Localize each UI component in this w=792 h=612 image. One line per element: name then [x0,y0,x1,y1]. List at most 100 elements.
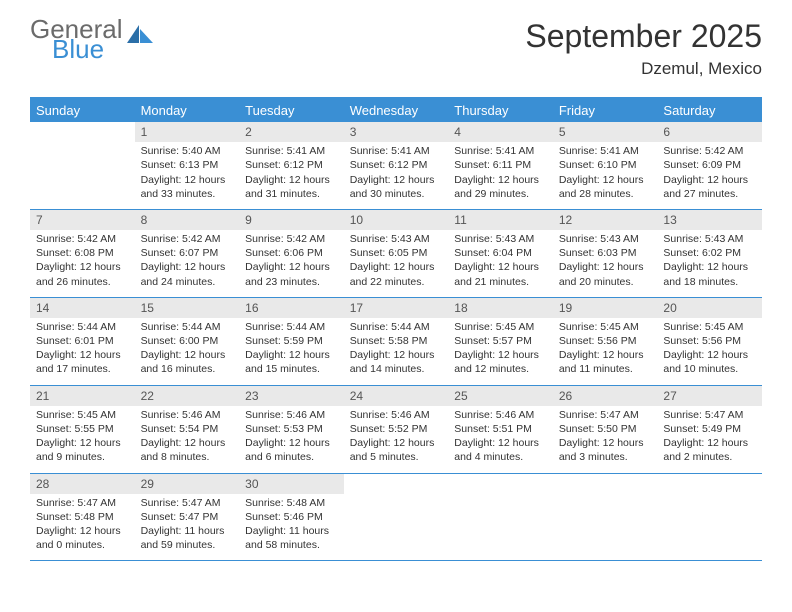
sunrise-line: Sunrise: 5:47 AM [36,496,129,510]
day-number: 16 [239,298,344,318]
sunrise-line: Sunrise: 5:47 AM [141,496,234,510]
day-number: 18 [448,298,553,318]
calendar-cell: 26Sunrise: 5:47 AMSunset: 5:50 PMDayligh… [553,386,658,473]
sunrise-line: Sunrise: 5:43 AM [350,232,443,246]
day-number: 3 [344,122,449,142]
sunset-line: Sunset: 6:08 PM [36,246,129,260]
cell-body: Sunrise: 5:43 AMSunset: 6:02 PMDaylight:… [657,230,762,297]
day-number: 4 [448,122,553,142]
daylight-line: Daylight: 11 hours and 58 minutes. [245,524,338,552]
sunrise-line: Sunrise: 5:47 AM [559,408,652,422]
sunset-line: Sunset: 5:46 PM [245,510,338,524]
cell-body: Sunrise: 5:43 AMSunset: 6:03 PMDaylight:… [553,230,658,297]
day-number: 10 [344,210,449,230]
day-number: 19 [553,298,658,318]
calendar-cell: . [448,474,553,561]
daylight-line: Daylight: 12 hours and 18 minutes. [663,260,756,288]
sunset-line: Sunset: 5:56 PM [663,334,756,348]
calendar-cell: 27Sunrise: 5:47 AMSunset: 5:49 PMDayligh… [657,386,762,473]
day-number: 12 [553,210,658,230]
cell-body: Sunrise: 5:45 AMSunset: 5:55 PMDaylight:… [30,406,135,473]
day-number: 22 [135,386,240,406]
sunrise-line: Sunrise: 5:44 AM [350,320,443,334]
daylight-line: Daylight: 12 hours and 3 minutes. [559,436,652,464]
sunrise-line: Sunrise: 5:48 AM [245,496,338,510]
sunrise-line: Sunrise: 5:41 AM [350,144,443,158]
sunrise-line: Sunrise: 5:41 AM [454,144,547,158]
calendar-cell: . [657,474,762,561]
sunrise-line: Sunrise: 5:42 AM [141,232,234,246]
daylight-line: Daylight: 12 hours and 33 minutes. [141,173,234,201]
day-number: 27 [657,386,762,406]
day-number: 9 [239,210,344,230]
day-number: 26 [553,386,658,406]
calendar-cell: 25Sunrise: 5:46 AMSunset: 5:51 PMDayligh… [448,386,553,473]
sunset-line: Sunset: 5:47 PM [141,510,234,524]
calendar-cell: 16Sunrise: 5:44 AMSunset: 5:59 PMDayligh… [239,298,344,385]
cell-body: Sunrise: 5:44 AMSunset: 5:58 PMDaylight:… [344,318,449,385]
sunrise-line: Sunrise: 5:44 AM [141,320,234,334]
sunset-line: Sunset: 5:50 PM [559,422,652,436]
calendar-cell: 1Sunrise: 5:40 AMSunset: 6:13 PMDaylight… [135,122,240,209]
calendar-cell: 21Sunrise: 5:45 AMSunset: 5:55 PMDayligh… [30,386,135,473]
calendar-cell: . [553,474,658,561]
daylight-line: Daylight: 12 hours and 31 minutes. [245,173,338,201]
header: General Blue September 2025 Dzemul, Mexi… [0,0,792,87]
sunset-line: Sunset: 6:13 PM [141,158,234,172]
logo: General Blue [30,18,153,62]
day-number: 30 [239,474,344,494]
calendar-cell: 2Sunrise: 5:41 AMSunset: 6:12 PMDaylight… [239,122,344,209]
day-number: 23 [239,386,344,406]
sunset-line: Sunset: 5:51 PM [454,422,547,436]
weekday-header: Monday [135,99,240,122]
month-title: September 2025 [525,18,762,55]
sunrise-line: Sunrise: 5:46 AM [141,408,234,422]
calendar-cell: 30 Sunrise: 5:48 AMSunset: 5:46 PMDayligh… [239,474,344,561]
calendar-cell: 14Sunrise: 5:44 AMSunset: 6:01 PMDayligh… [30,298,135,385]
cell-body: Sunrise: 5:47 AMSunset: 5:49 PMDaylight:… [657,406,762,473]
day-number: 21 [30,386,135,406]
weekday-header: Wednesday [344,99,449,122]
day-number: 25 [448,386,553,406]
sunrise-line: Sunrise: 5:45 AM [454,320,547,334]
calendar-cell: 12Sunrise: 5:43 AMSunset: 6:03 PMDayligh… [553,210,658,297]
cell-body: Sunrise: 5:41 AMSunset: 6:12 PMDaylight:… [239,142,344,209]
sunrise-line: Sunrise: 5:42 AM [663,144,756,158]
location: Dzemul, Mexico [525,59,762,79]
calendar-cell: 22Sunrise: 5:46 AMSunset: 5:54 PMDayligh… [135,386,240,473]
sunrise-line: Sunrise: 5:47 AM [663,408,756,422]
calendar-cell: 9Sunrise: 5:42 AMSunset: 6:06 PMDaylight… [239,210,344,297]
daylight-line: Daylight: 12 hours and 10 minutes. [663,348,756,376]
cell-body: Sunrise: 5:44 AMSunset: 5:59 PMDaylight:… [239,318,344,385]
title-block: September 2025 Dzemul, Mexico [525,18,762,79]
cell-body: Sunrise: 5:41 AMSunset: 6:12 PMDaylight:… [344,142,449,209]
sunrise-line: Sunrise: 5:44 AM [245,320,338,334]
daylight-line: Daylight: 12 hours and 0 minutes. [36,524,129,552]
day-number: 11 [448,210,553,230]
sunset-line: Sunset: 6:05 PM [350,246,443,260]
sunset-line: Sunset: 5:48 PM [36,510,129,524]
calendar-cell: 18Sunrise: 5:45 AMSunset: 5:57 PMDayligh… [448,298,553,385]
day-number: 5 [553,122,658,142]
calendar-cell: 11Sunrise: 5:43 AMSunset: 6:04 PMDayligh… [448,210,553,297]
daylight-line: Daylight: 12 hours and 15 minutes. [245,348,338,376]
daylight-line: Daylight: 12 hours and 29 minutes. [454,173,547,201]
cell-body: Sunrise: 5:46 AMSunset: 5:53 PMDaylight:… [239,406,344,473]
sunset-line: Sunset: 6:10 PM [559,158,652,172]
cell-body: Sunrise: 5:42 AMSunset: 6:07 PMDaylight:… [135,230,240,297]
calendar-cell: 19Sunrise: 5:45 AMSunset: 5:56 PMDayligh… [553,298,658,385]
day-number: 17 [344,298,449,318]
daylight-line: Daylight: 12 hours and 27 minutes. [663,173,756,201]
daylight-line: Daylight: 12 hours and 9 minutes. [36,436,129,464]
cell-body: Sunrise: 5:47 AMSunset: 5:50 PMDaylight:… [553,406,658,473]
daylight-line: Daylight: 12 hours and 5 minutes. [350,436,443,464]
cell-body: Sunrise: 5:41 AMSunset: 6:11 PMDaylight:… [448,142,553,209]
sunset-line: Sunset: 6:03 PM [559,246,652,260]
calendar-cell: 23Sunrise: 5:46 AMSunset: 5:53 PMDayligh… [239,386,344,473]
sunset-line: Sunset: 5:52 PM [350,422,443,436]
calendar-cell: 28Sunrise: 5:47 AMSunset: 5:48 PMDayligh… [30,474,135,561]
day-number: 24 [344,386,449,406]
day-number: 29 [135,474,240,494]
calendar-cell: 24Sunrise: 5:46 AMSunset: 5:52 PMDayligh… [344,386,449,473]
weekday-header: Saturday [657,99,762,122]
